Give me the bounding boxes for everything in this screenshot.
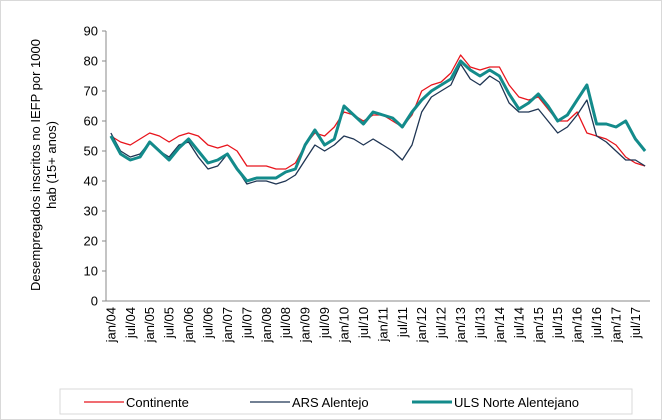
x-tick-label: jan/16 <box>570 307 585 343</box>
y-tick-label: 20 <box>84 234 98 249</box>
x-tick-label: jul/11 <box>395 307 410 338</box>
legend-label: ULS Norte Alentejano <box>454 395 579 410</box>
x-tick-label: jul/07 <box>239 307 254 339</box>
y-tick-label: 30 <box>84 204 98 219</box>
x-tick-label: jul/12 <box>434 307 449 339</box>
x-tick-label: jan/07 <box>220 307 235 343</box>
x-tick-label: jul/13 <box>473 307 488 339</box>
x-tick-label: jul/17 <box>628 307 643 339</box>
series-line <box>110 63 646 185</box>
legend-box <box>59 388 633 415</box>
x-tick-label: jul/14 <box>511 307 526 339</box>
y-tick-label: 0 <box>91 294 98 309</box>
x-tick-label: jan/08 <box>259 307 274 343</box>
y-tick-label: 80 <box>84 54 98 69</box>
x-tick-label: jan/09 <box>298 307 313 343</box>
x-tick-label: jan/06 <box>181 307 196 343</box>
y-axis-label: Desempregados inscritos no IEFP por 1000 <box>28 39 43 291</box>
y-tick-label: 70 <box>84 84 98 99</box>
x-tick-label: jul/04 <box>123 307 138 339</box>
x-tick-label: jan/04 <box>103 307 118 343</box>
x-tick-label: jul/10 <box>356 307 371 339</box>
y-tick-label: 40 <box>84 174 98 189</box>
y-tick-label: 50 <box>84 144 98 159</box>
x-tick-label: jul/15 <box>550 307 565 339</box>
y-tick-label: 60 <box>84 114 98 129</box>
x-tick-label: jan/10 <box>337 307 352 343</box>
x-tick-label: jul/09 <box>317 307 332 339</box>
x-tick-label: jan/14 <box>492 307 507 343</box>
x-tick-label: jul/16 <box>589 307 604 339</box>
x-tick-label: jan/13 <box>453 307 468 343</box>
x-tick-label: jan/12 <box>414 307 429 343</box>
legend-label: ARS Alentejo <box>292 395 369 410</box>
y-tick-label: 90 <box>84 24 98 39</box>
x-tick-label: jul/06 <box>201 307 216 339</box>
x-tick-label: jan/17 <box>609 307 624 343</box>
legend-label: Continente <box>126 395 189 410</box>
y-axis-label: hab (15+ anos) <box>44 121 59 209</box>
x-tick-label: jan/11 <box>375 307 390 342</box>
series-line <box>109 59 647 183</box>
x-tick-label: jul/05 <box>162 307 177 339</box>
x-tick-label: jul/08 <box>278 307 293 339</box>
x-tick-label: jan/15 <box>531 307 546 343</box>
x-tick-label: jan/05 <box>142 307 157 343</box>
y-tick-label: 10 <box>84 264 98 279</box>
